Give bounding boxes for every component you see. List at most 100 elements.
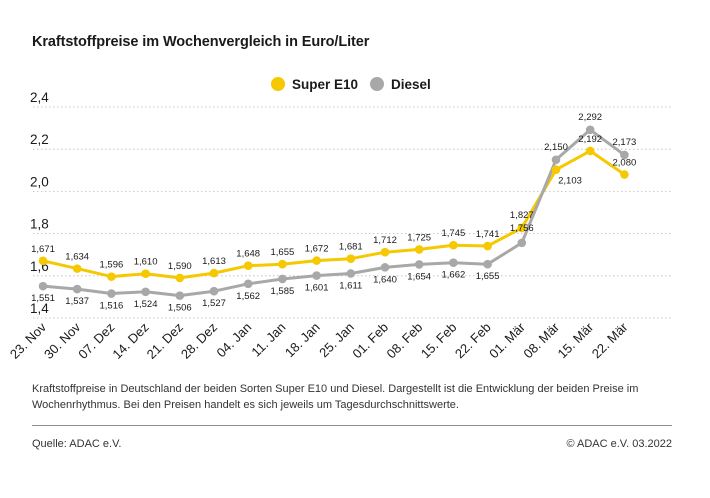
data-label-0: 1,634	[65, 252, 89, 263]
data-label-0: 1,590	[168, 261, 192, 272]
data-point-0	[483, 241, 492, 251]
source-label: Quelle: ADAC e.V.	[32, 438, 122, 450]
series-line-0	[41, 149, 626, 280]
y-tick-label: 2,2	[30, 132, 49, 147]
data-label-1: 1,506	[168, 303, 192, 314]
data-label-0: 1,725	[407, 232, 431, 243]
data-label-0: 1,741	[476, 229, 500, 240]
line-chart: Super E10 Diesel2,42,22,01,81,61,41,6711,…	[7, 77, 672, 362]
data-point-1	[312, 271, 321, 280]
data-point-0	[585, 146, 595, 156]
x-tick-label: 23. Nov	[7, 319, 50, 362]
chart-title: Kraftstoffpreise im Wochenvergleich in E…	[32, 34, 370, 50]
y-tick-label: 2,4	[30, 90, 49, 105]
data-point-0	[346, 254, 356, 264]
data-point-1	[278, 274, 287, 284]
data-point-0	[620, 170, 629, 179]
data-point-0	[107, 272, 116, 281]
data-label-0: 2,103	[558, 176, 582, 187]
legend-label-1: Diesel	[391, 77, 431, 92]
data-label-0: 1,648	[236, 249, 260, 260]
data-point-0	[72, 264, 82, 273]
data-label-1: 1,524	[134, 299, 158, 310]
data-point-1	[107, 289, 116, 298]
x-tick-label: 14. Dez	[109, 320, 151, 362]
data-label-0: 1,681	[339, 242, 363, 253]
data-label-1: 1,537	[65, 296, 89, 307]
series-line-1	[41, 128, 626, 298]
x-tick-label: 22. Mär	[589, 319, 631, 361]
data-point-1	[141, 287, 150, 297]
data-label-0: 1,671	[31, 244, 55, 255]
x-tick-label: 21. Dez	[144, 320, 186, 362]
x-tick-label: 15. Feb	[418, 320, 460, 362]
data-point-0	[551, 165, 561, 174]
data-point-0	[312, 256, 321, 265]
data-label-0: 1,672	[305, 244, 329, 255]
data-label-1: 1,655	[476, 271, 500, 282]
data-point-1	[449, 258, 458, 268]
data-point-1	[517, 238, 527, 248]
x-tick-label: 01. Feb	[349, 320, 391, 362]
legend-marker-1	[370, 77, 384, 91]
data-point-1	[243, 279, 253, 289]
x-tick-label: 04. Jan	[214, 320, 255, 361]
data-label-0: 1,712	[373, 235, 397, 246]
x-tick-label: 30. Nov	[41, 319, 84, 362]
data-label-0: 1,655	[271, 247, 295, 258]
y-tick-label: 1,4	[30, 301, 49, 316]
data-point-0	[278, 259, 287, 269]
data-label-0: 2,192	[578, 134, 602, 145]
data-point-1	[551, 155, 561, 165]
data-point-1	[620, 150, 629, 160]
footer-divider	[32, 425, 672, 426]
chart-footnote: Kraftstoffpreise in Deutschland der beid…	[32, 383, 639, 411]
data-label-1: 1,756	[510, 223, 534, 234]
legend-marker-0	[271, 77, 285, 91]
data-label-1: 1,662	[442, 270, 466, 281]
data-point-1	[380, 263, 390, 272]
data-label-1: 2,150	[544, 142, 568, 153]
data-label-0: 1,596	[100, 260, 124, 271]
data-label-1: 1,611	[339, 280, 362, 291]
x-tick-label: 18. Jan	[282, 320, 323, 361]
x-tick-label: 11. Jan	[248, 320, 288, 360]
data-label-1: 1,527	[202, 298, 226, 309]
data-label-0: 1,745	[442, 228, 466, 239]
data-point-0	[209, 268, 219, 278]
data-point-0	[38, 256, 48, 266]
data-label-0: 1,827	[510, 210, 534, 221]
data-label-1: 2,173	[613, 137, 637, 148]
data-point-1	[72, 284, 82, 294]
data-point-1	[483, 259, 492, 269]
data-point-1	[585, 125, 595, 135]
x-tick-label: 07. Dez	[75, 320, 117, 362]
data-point-0	[517, 223, 527, 233]
data-label-0: 1,613	[202, 256, 226, 267]
x-tick-label: 08. Mär	[520, 319, 562, 361]
data-label-1: 1,562	[236, 291, 260, 302]
data-point-0	[414, 245, 424, 254]
data-point-1	[209, 286, 219, 296]
x-tick-label: 08. Feb	[384, 320, 426, 362]
y-tick-label: 1,8	[30, 217, 49, 232]
data-point-0	[380, 247, 390, 257]
data-label-1: 1,654	[407, 271, 431, 282]
x-tick-label: 28. Dez	[178, 320, 220, 362]
x-tick-label: 25. Jan	[316, 320, 357, 361]
x-tick-label: 01. Mär	[486, 319, 528, 361]
legend-label-0: Super E10	[292, 77, 358, 92]
data-label-1: 1,585	[271, 286, 295, 297]
data-point-0	[449, 240, 458, 250]
data-label-0: 2,080	[613, 158, 637, 169]
data-label-1: 1,516	[100, 301, 124, 312]
data-label-1: 2,292	[578, 112, 602, 123]
data-label-0: 1,610	[134, 257, 158, 268]
data-label-1: 1,601	[305, 283, 329, 294]
data-point-1	[414, 260, 424, 269]
y-tick-label: 2,0	[30, 174, 49, 189]
copyright-label: © ADAC e.V. 03.2022	[566, 438, 672, 450]
x-tick-label: 15. Mär	[555, 319, 597, 361]
data-point-1	[346, 269, 356, 278]
data-point-0	[141, 269, 150, 278]
